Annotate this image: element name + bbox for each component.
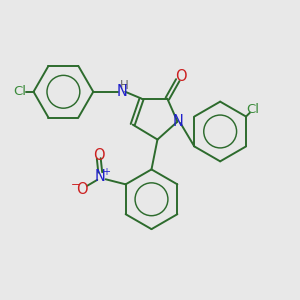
Text: Cl: Cl [14,85,27,98]
Text: O: O [76,182,88,197]
Text: N: N [116,84,127,99]
Text: −: − [71,180,80,190]
Text: N: N [172,113,184,128]
Text: N: N [95,169,106,184]
Text: O: O [176,69,187,84]
Text: Cl: Cl [246,103,259,116]
Text: +: + [102,167,110,176]
Text: H: H [120,79,128,92]
Text: O: O [93,148,105,163]
